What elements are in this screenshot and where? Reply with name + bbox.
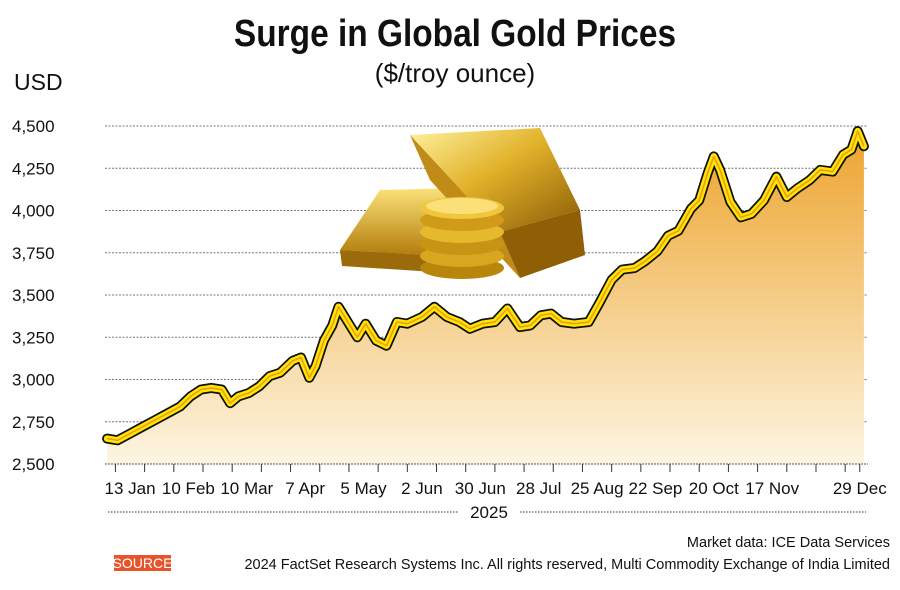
- y-tick-label: 3,500: [12, 286, 55, 305]
- source-badge: SOURCE: [113, 555, 173, 571]
- x-tick-label: 7 Apr: [285, 479, 325, 498]
- y-tick-label: 3,750: [12, 244, 55, 263]
- y-tick-label: 3,250: [12, 328, 55, 347]
- x-tick-label: 29 Dec: [833, 479, 887, 498]
- x-tick-label: 10 Mar: [220, 479, 273, 498]
- y-tick-label: 2,500: [12, 455, 55, 474]
- y-tick-label: 3,000: [12, 371, 55, 390]
- x-axis-ticks: 13 Jan 10 Feb 10 Mar 7 Apr 5 May 2 Jun 30 Jun 2…: [104, 464, 887, 498]
- x-tick-label: 25 Aug: [571, 479, 624, 498]
- x-tick-label: 28 Jul: [516, 479, 561, 498]
- y-axis-label: USD: [14, 69, 63, 95]
- chart-subtitle: ($/troy ounce): [375, 58, 535, 88]
- chart-title: Surge in Global Gold Prices: [234, 12, 676, 54]
- x-axis-year: 2025: [470, 503, 508, 522]
- x-tick-label: 22 Sep: [628, 479, 682, 498]
- x-tick-label: 13 Jan: [104, 479, 155, 498]
- x-tick-label: 2 Jun: [401, 479, 443, 498]
- x-tick-label: 5 May: [340, 479, 387, 498]
- gold-bars-illustration: [340, 128, 585, 279]
- source-text: 2024 FactSet Research Systems Inc. All r…: [244, 557, 890, 573]
- x-tick-label: 30 Jun: [455, 479, 506, 498]
- y-tick-label: 4,250: [12, 159, 55, 178]
- market-data-note: Market data: ICE Data Services: [687, 535, 890, 551]
- x-tick-label: 20 Oct: [689, 479, 739, 498]
- x-tick-label: 17 Nov: [745, 479, 799, 498]
- y-axis-ticks: 2,500 2,750 3,000 3,250 3,500 3,750 4,000 4,250…: [12, 117, 55, 474]
- y-tick-label: 4,000: [12, 202, 55, 221]
- y-tick-label: 4,500: [12, 117, 55, 136]
- y-tick-label: 2,750: [12, 413, 55, 432]
- x-tick-label: 10 Feb: [162, 479, 215, 498]
